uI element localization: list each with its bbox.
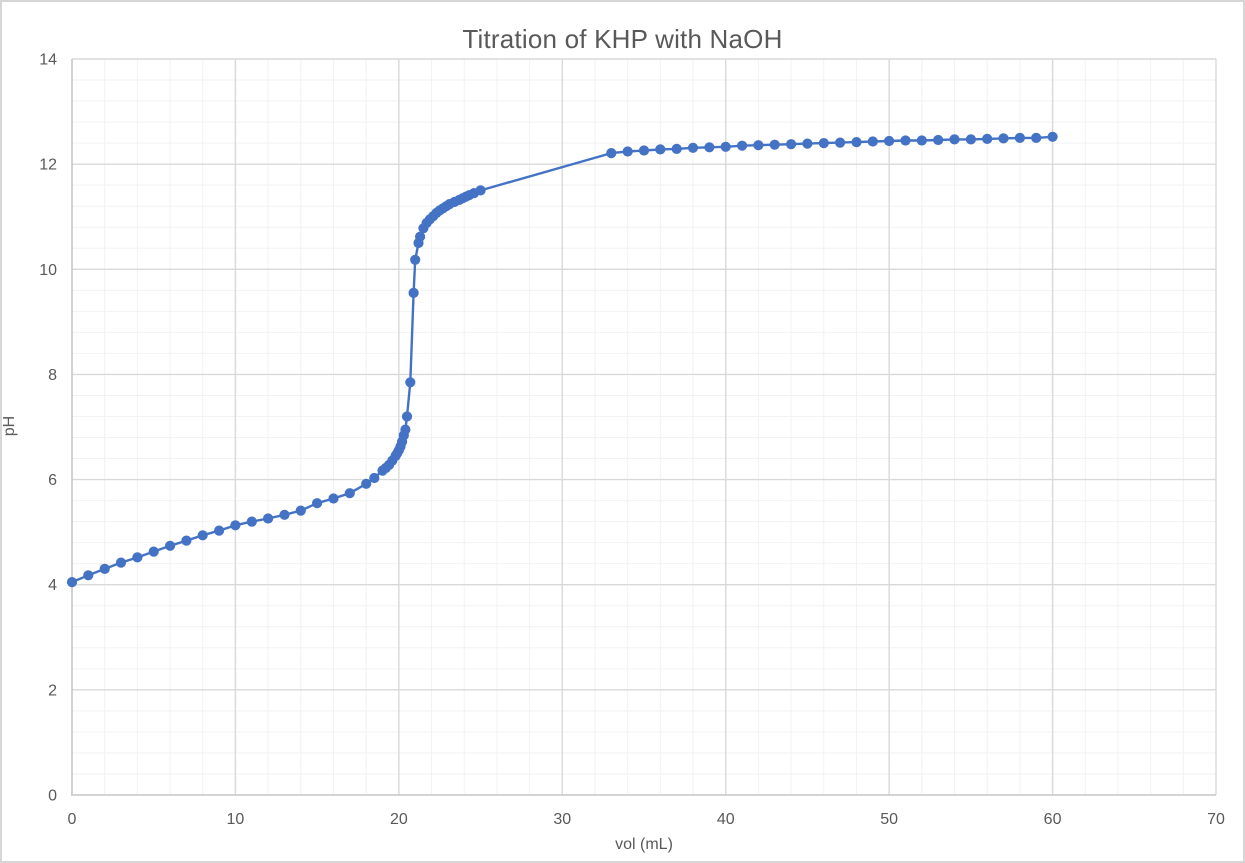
data-point-marker (1014, 132, 1025, 143)
data-point-marker (405, 377, 416, 388)
x-tick-label: 50 (880, 811, 898, 828)
data-point-marker (312, 498, 323, 509)
data-point-marker (737, 140, 748, 151)
x-axis-title: vol (mL) (615, 836, 673, 853)
data-point-marker (916, 135, 927, 146)
data-point-marker (867, 136, 878, 147)
x-tick-label: 30 (553, 811, 571, 828)
data-point-marker (132, 552, 143, 563)
data-point-marker (246, 516, 257, 527)
data-point-marker (982, 133, 993, 144)
data-point-marker (720, 141, 731, 152)
data-point-marker (401, 411, 413, 422)
data-point-marker (769, 139, 780, 150)
y-tick-label: 2 (48, 682, 57, 699)
data-point-marker (148, 546, 159, 557)
data-point-marker (802, 138, 813, 149)
y-tick-label: 10 (39, 262, 57, 279)
x-tick-label: 70 (1207, 811, 1225, 828)
data-point-marker (369, 472, 380, 484)
data-point-marker (753, 140, 764, 151)
data-point-marker (671, 143, 682, 154)
data-point-marker (851, 137, 862, 148)
x-tick-label: 0 (68, 811, 77, 828)
y-tick-label: 12 (39, 157, 57, 174)
y-tick-label: 0 (48, 788, 57, 805)
y-tick-label: 6 (48, 472, 57, 489)
data-point-marker (606, 148, 617, 159)
data-point-marker (400, 424, 411, 435)
data-point-marker (835, 137, 846, 148)
data-point-marker (214, 525, 225, 536)
data-point-marker (66, 577, 78, 588)
data-point-marker (99, 563, 110, 575)
data-point-marker (83, 570, 94, 581)
data-point-marker (408, 287, 419, 298)
data-point-marker (884, 135, 895, 147)
data-point-marker (1047, 131, 1058, 142)
x-tick-label: 40 (717, 811, 735, 828)
y-axis-title: pH (1, 415, 18, 437)
data-point-marker (181, 535, 192, 546)
y-tick-label: 8 (48, 367, 57, 384)
data-point-marker (295, 505, 306, 516)
data-point-marker (949, 134, 960, 145)
x-tick-label: 60 (1044, 811, 1062, 828)
y-tick-label: 4 (48, 577, 57, 594)
data-point-marker (263, 513, 274, 524)
data-point-marker (900, 135, 911, 146)
data-point-marker (818, 138, 829, 149)
data-point-marker (998, 133, 1009, 144)
data-point-marker (230, 520, 241, 531)
data-point-marker (279, 509, 290, 520)
data-point-marker (197, 530, 208, 541)
data-point-marker (115, 557, 127, 568)
x-tick-label: 10 (227, 811, 245, 828)
data-point-marker (933, 134, 944, 146)
data-point-marker (622, 146, 633, 157)
data-point-marker (655, 144, 666, 155)
data-point-marker (361, 478, 372, 489)
data-point-marker (704, 142, 715, 153)
data-point-marker (165, 540, 176, 551)
data-point-marker (786, 139, 797, 150)
data-point-marker (1031, 132, 1042, 143)
y-tick-label: 14 (39, 52, 57, 69)
data-point-marker (328, 493, 339, 504)
data-point-marker (410, 254, 421, 265)
x-tick-label: 20 (390, 811, 408, 828)
data-point-marker (475, 185, 486, 196)
data-point-marker (415, 231, 426, 242)
chart-title: Titration of KHP with NaOH (462, 24, 783, 54)
data-point-marker (638, 145, 650, 156)
data-point-marker (965, 134, 977, 145)
data-point-marker (687, 142, 699, 153)
data-point-marker (344, 488, 355, 499)
